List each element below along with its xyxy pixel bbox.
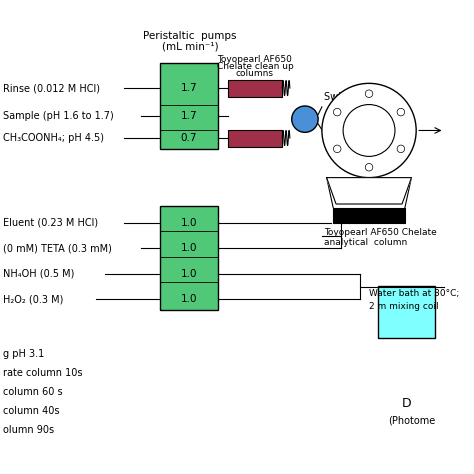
- Text: 0.7: 0.7: [181, 133, 197, 143]
- Text: column 60 s: column 60 s: [3, 387, 63, 397]
- Text: (0 mM) TETA (0.3 mM): (0 mM) TETA (0.3 mM): [3, 243, 112, 253]
- Text: Water bath at 30°C;: Water bath at 30°C;: [369, 289, 459, 298]
- Text: 1.7: 1.7: [181, 83, 197, 93]
- Text: 1.0: 1.0: [181, 243, 197, 253]
- Bar: [160, 206, 218, 310]
- Text: Toyopearl AF650: Toyopearl AF650: [218, 55, 292, 64]
- Text: g pH 3.1: g pH 3.1: [3, 349, 45, 359]
- Bar: [333, 208, 405, 223]
- Text: H₂O₂ (0.3 M): H₂O₂ (0.3 M): [3, 294, 64, 304]
- Text: CH₃COONH₄; pH 4.5): CH₃COONH₄; pH 4.5): [3, 133, 104, 143]
- Bar: [378, 286, 435, 338]
- Circle shape: [397, 145, 405, 153]
- Circle shape: [365, 164, 373, 171]
- Text: Switching valve: Switching valve: [324, 92, 401, 102]
- Text: 1.0: 1.0: [181, 218, 197, 228]
- Text: Sample (pH 1.6 to 1.7): Sample (pH 1.6 to 1.7): [3, 111, 114, 121]
- Text: Injection valve: Injection valve: [333, 109, 405, 118]
- Circle shape: [322, 83, 416, 178]
- Bar: [228, 80, 283, 97]
- Circle shape: [365, 90, 373, 98]
- Text: Eluent (0.23 M HCl): Eluent (0.23 M HCl): [3, 218, 99, 228]
- Text: column 40s: column 40s: [3, 406, 60, 416]
- Polygon shape: [327, 178, 411, 204]
- Text: Toyopearl AF650 Chelate: Toyopearl AF650 Chelate: [324, 228, 437, 237]
- Text: 2 m mixing coil: 2 m mixing coil: [369, 302, 438, 311]
- Text: columns: columns: [236, 69, 274, 78]
- Circle shape: [397, 109, 405, 116]
- Bar: [160, 63, 218, 149]
- Text: 1.7: 1.7: [181, 111, 197, 121]
- Bar: [228, 129, 283, 146]
- Circle shape: [333, 145, 341, 153]
- Text: rate column 10s: rate column 10s: [3, 368, 83, 378]
- Circle shape: [343, 105, 395, 156]
- Text: 1.0: 1.0: [181, 294, 197, 304]
- Circle shape: [292, 106, 318, 132]
- Text: olumn 90s: olumn 90s: [3, 425, 55, 435]
- Text: D: D: [402, 397, 411, 410]
- Text: (Photome: (Photome: [388, 416, 435, 426]
- Text: Chelate clean up: Chelate clean up: [217, 62, 293, 71]
- Text: 1.0: 1.0: [181, 269, 197, 279]
- Text: NH₄OH (0.5 M): NH₄OH (0.5 M): [3, 269, 74, 279]
- Text: Peristaltic  pumps: Peristaltic pumps: [143, 31, 237, 42]
- Circle shape: [333, 109, 341, 116]
- Text: Rinse (0.012 M HCl): Rinse (0.012 M HCl): [3, 83, 100, 93]
- Text: (mL min⁻¹): (mL min⁻¹): [162, 42, 218, 52]
- Text: analytical  column: analytical column: [324, 238, 407, 247]
